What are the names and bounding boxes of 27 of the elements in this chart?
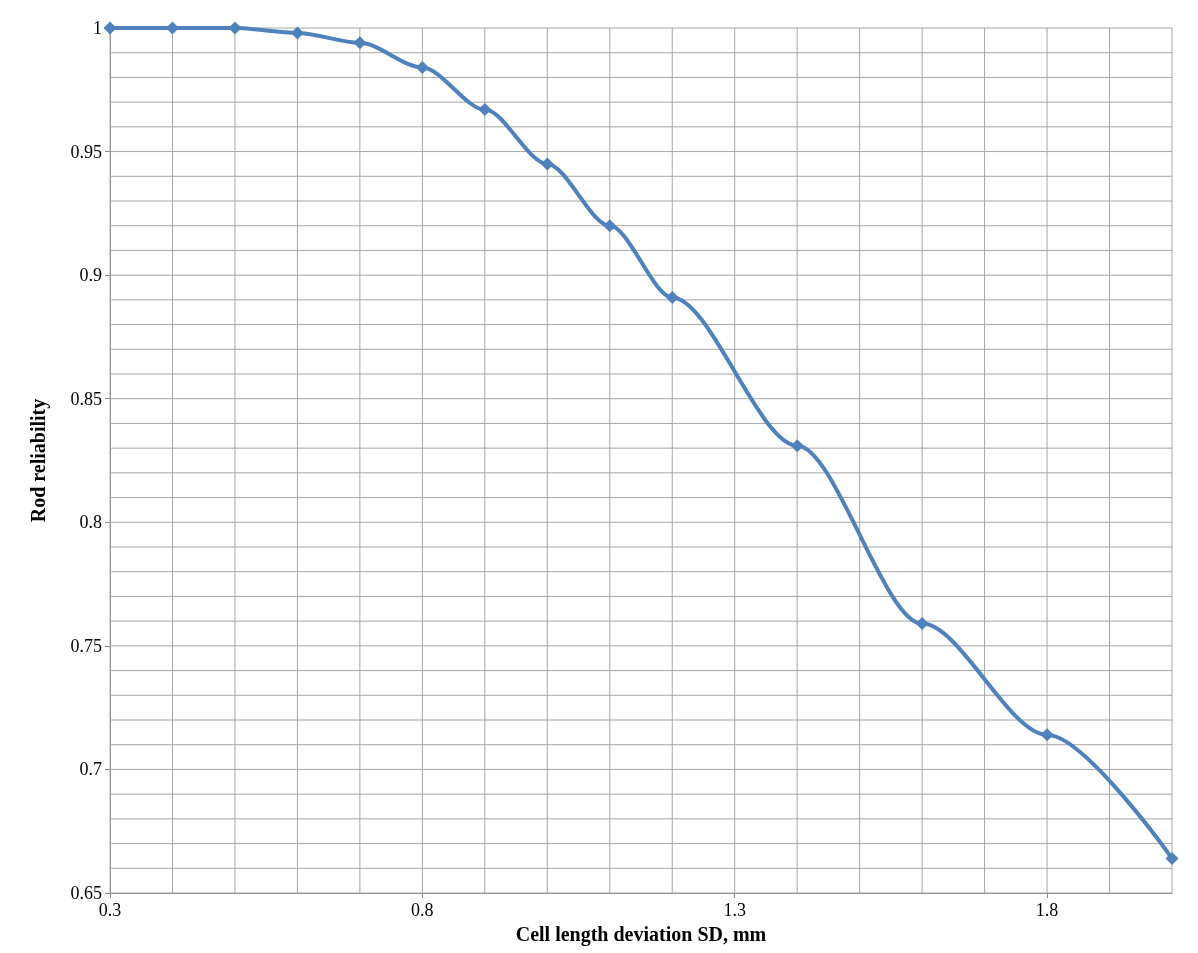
point bbox=[228, 21, 242, 35]
y-tick-label: 0.65 bbox=[70, 883, 102, 903]
point bbox=[478, 103, 492, 117]
point bbox=[915, 617, 929, 631]
y-tick-label: 0.85 bbox=[70, 388, 102, 409]
y-tick-label: 0.9 bbox=[79, 265, 102, 286]
y-axis-title: Rod reliability bbox=[27, 398, 50, 523]
point bbox=[790, 439, 804, 453]
point bbox=[290, 26, 304, 40]
x-tick-label: 0.8 bbox=[411, 900, 434, 920]
y-tick-label: 1 bbox=[93, 18, 102, 38]
y-tick-label: 0.7 bbox=[79, 759, 102, 780]
point bbox=[103, 21, 117, 35]
point bbox=[353, 36, 367, 50]
point bbox=[665, 290, 679, 304]
x-axis-title: Cell length deviation SD, mm bbox=[515, 922, 767, 946]
x-tick-label: 1.8 bbox=[1035, 900, 1059, 920]
point bbox=[603, 219, 617, 233]
point bbox=[415, 61, 429, 75]
point bbox=[1040, 728, 1054, 742]
y-tick-label: 0.8 bbox=[79, 512, 102, 533]
point bbox=[540, 157, 554, 171]
point bbox=[1165, 851, 1179, 865]
y-tick-label: 0.75 bbox=[70, 635, 102, 656]
x-tick-label: 0.3 bbox=[98, 900, 122, 920]
x-tick-label: 1.3 bbox=[723, 900, 746, 920]
y-tick-label: 0.95 bbox=[70, 141, 102, 162]
